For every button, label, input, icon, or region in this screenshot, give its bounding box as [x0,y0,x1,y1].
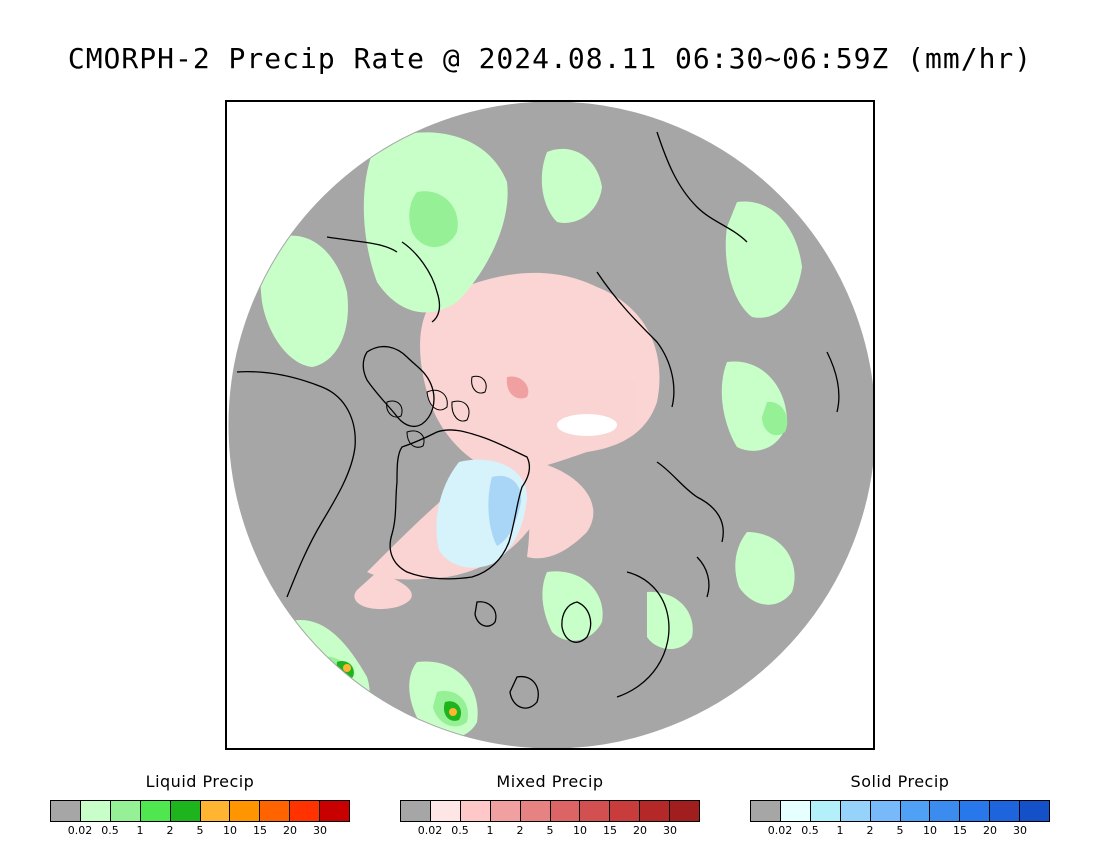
legend-mixed-colorbar [400,800,700,822]
legend-liquid-swatch [170,801,201,821]
legend-liquid-swatch [320,801,350,821]
legend-solid: Solid Precip 0.02 0.5 1 2 5 10 15 20 30 [750,772,1050,840]
legend-solid-swatch [751,801,781,821]
legend-solid-swatch [900,801,931,821]
legend-solid-tick-label: 20 [983,824,997,837]
legend-mixed-ticks: 0.02 0.5 1 2 5 10 15 20 30 [400,824,700,840]
legend-liquid-ticks: 0.02 0.5 1 2 5 10 15 20 30 [50,824,350,840]
legend-liquid-swatch [290,801,321,821]
legend-liquid-swatch [260,801,291,821]
legend-mixed-swatch [490,801,521,821]
legend-liquid-swatch [140,801,171,821]
legend-solid-swatch [810,801,841,821]
legend-mixed-tick-label: 5 [546,824,554,837]
legend-solid-tick-label: 1 [836,824,844,837]
legend-liquid-tick-label: 0.02 [67,824,93,837]
legend-solid-tick-label: 15 [953,824,967,837]
legend-solid-swatch [840,801,871,821]
polar-map [225,100,875,750]
legend-mixed-tick-label: 1 [486,824,494,837]
legend-mixed-swatch [640,801,671,821]
map-title: CMORPH-2 Precip Rate @ 2024.08.11 06:30~… [67,42,1033,75]
legend-liquid-tick-label: 1 [136,824,144,837]
legend-solid-swatch [990,801,1021,821]
legend-solid-ticks: 0.02 0.5 1 2 5 10 15 20 30 [750,824,1050,840]
legend-mixed-swatch [430,801,461,821]
legend-mixed-tick-label: 2 [516,824,524,837]
legend-mixed-tick-label: 30 [663,824,677,837]
legend-liquid-swatch [80,801,111,821]
legend-mixed-swatch [610,801,641,821]
legend-liquid-title: Liquid Precip [145,772,255,791]
legend-mixed-title: Mixed Precip [496,772,604,791]
legend-liquid-swatch [200,801,231,821]
legend-mixed-swatch [401,801,431,821]
legend-mixed-swatch [580,801,611,821]
liquid-precip-intense [343,664,457,716]
legend-mixed-tick-label: 20 [633,824,647,837]
legend-solid-swatch [870,801,901,821]
legend-liquid-tick-label: 20 [283,824,297,837]
legend-mixed-tick-label: 0.5 [451,824,469,837]
legend-mixed-tick-label: 10 [573,824,587,837]
legend-solid-tick-label: 0.5 [801,824,819,837]
legend-mixed-tick-label: 0.02 [417,824,443,837]
solid-precip-area [436,459,527,568]
legend-mixed-swatch [550,801,581,821]
legend-liquid-swatch [110,801,141,821]
legend-liquid-tick-label: 2 [166,824,174,837]
legend-mixed-tick-label: 15 [603,824,617,837]
legend-solid-colorbar [750,800,1050,822]
coastlines [236,131,840,709]
arctic-islands [386,375,487,448]
legend-solid-tick-label: 10 [923,824,937,837]
legend-liquid-tick-label: 30 [313,824,327,837]
legend-solid-tick-label: 30 [1013,824,1027,837]
legend-solid-tick-label: 0.02 [767,824,793,837]
legend-mixed-swatch [670,801,700,821]
legend-solid-swatch [780,801,811,821]
legend-liquid-swatch [230,801,261,821]
legend-mixed-swatch [460,801,491,821]
legend-liquid-colorbar [50,800,350,822]
legend-solid-tick-label: 5 [896,824,904,837]
legend-liquid-tick-label: 0.5 [101,824,119,837]
legend-solid-swatch [960,801,991,821]
legend-liquid-tick-label: 5 [196,824,204,837]
legend-liquid-swatch [51,801,81,821]
legend-solid-title: Solid Precip [850,772,950,791]
legend-liquid-tick-label: 10 [223,824,237,837]
legend-liquid-tick-label: 15 [253,824,267,837]
legend-mixed-swatch [520,801,551,821]
pole-no-data [557,414,617,436]
legend-mixed: Mixed Precip 0.02 0.5 1 2 5 10 15 20 30 [400,772,700,840]
legend-liquid: Liquid Precip 0.02 0.5 1 2 5 10 15 20 30 [50,772,350,840]
legend-solid-tick-label: 2 [866,824,874,837]
legend-solid-swatch [930,801,961,821]
legend-solid-swatch [1020,801,1050,821]
